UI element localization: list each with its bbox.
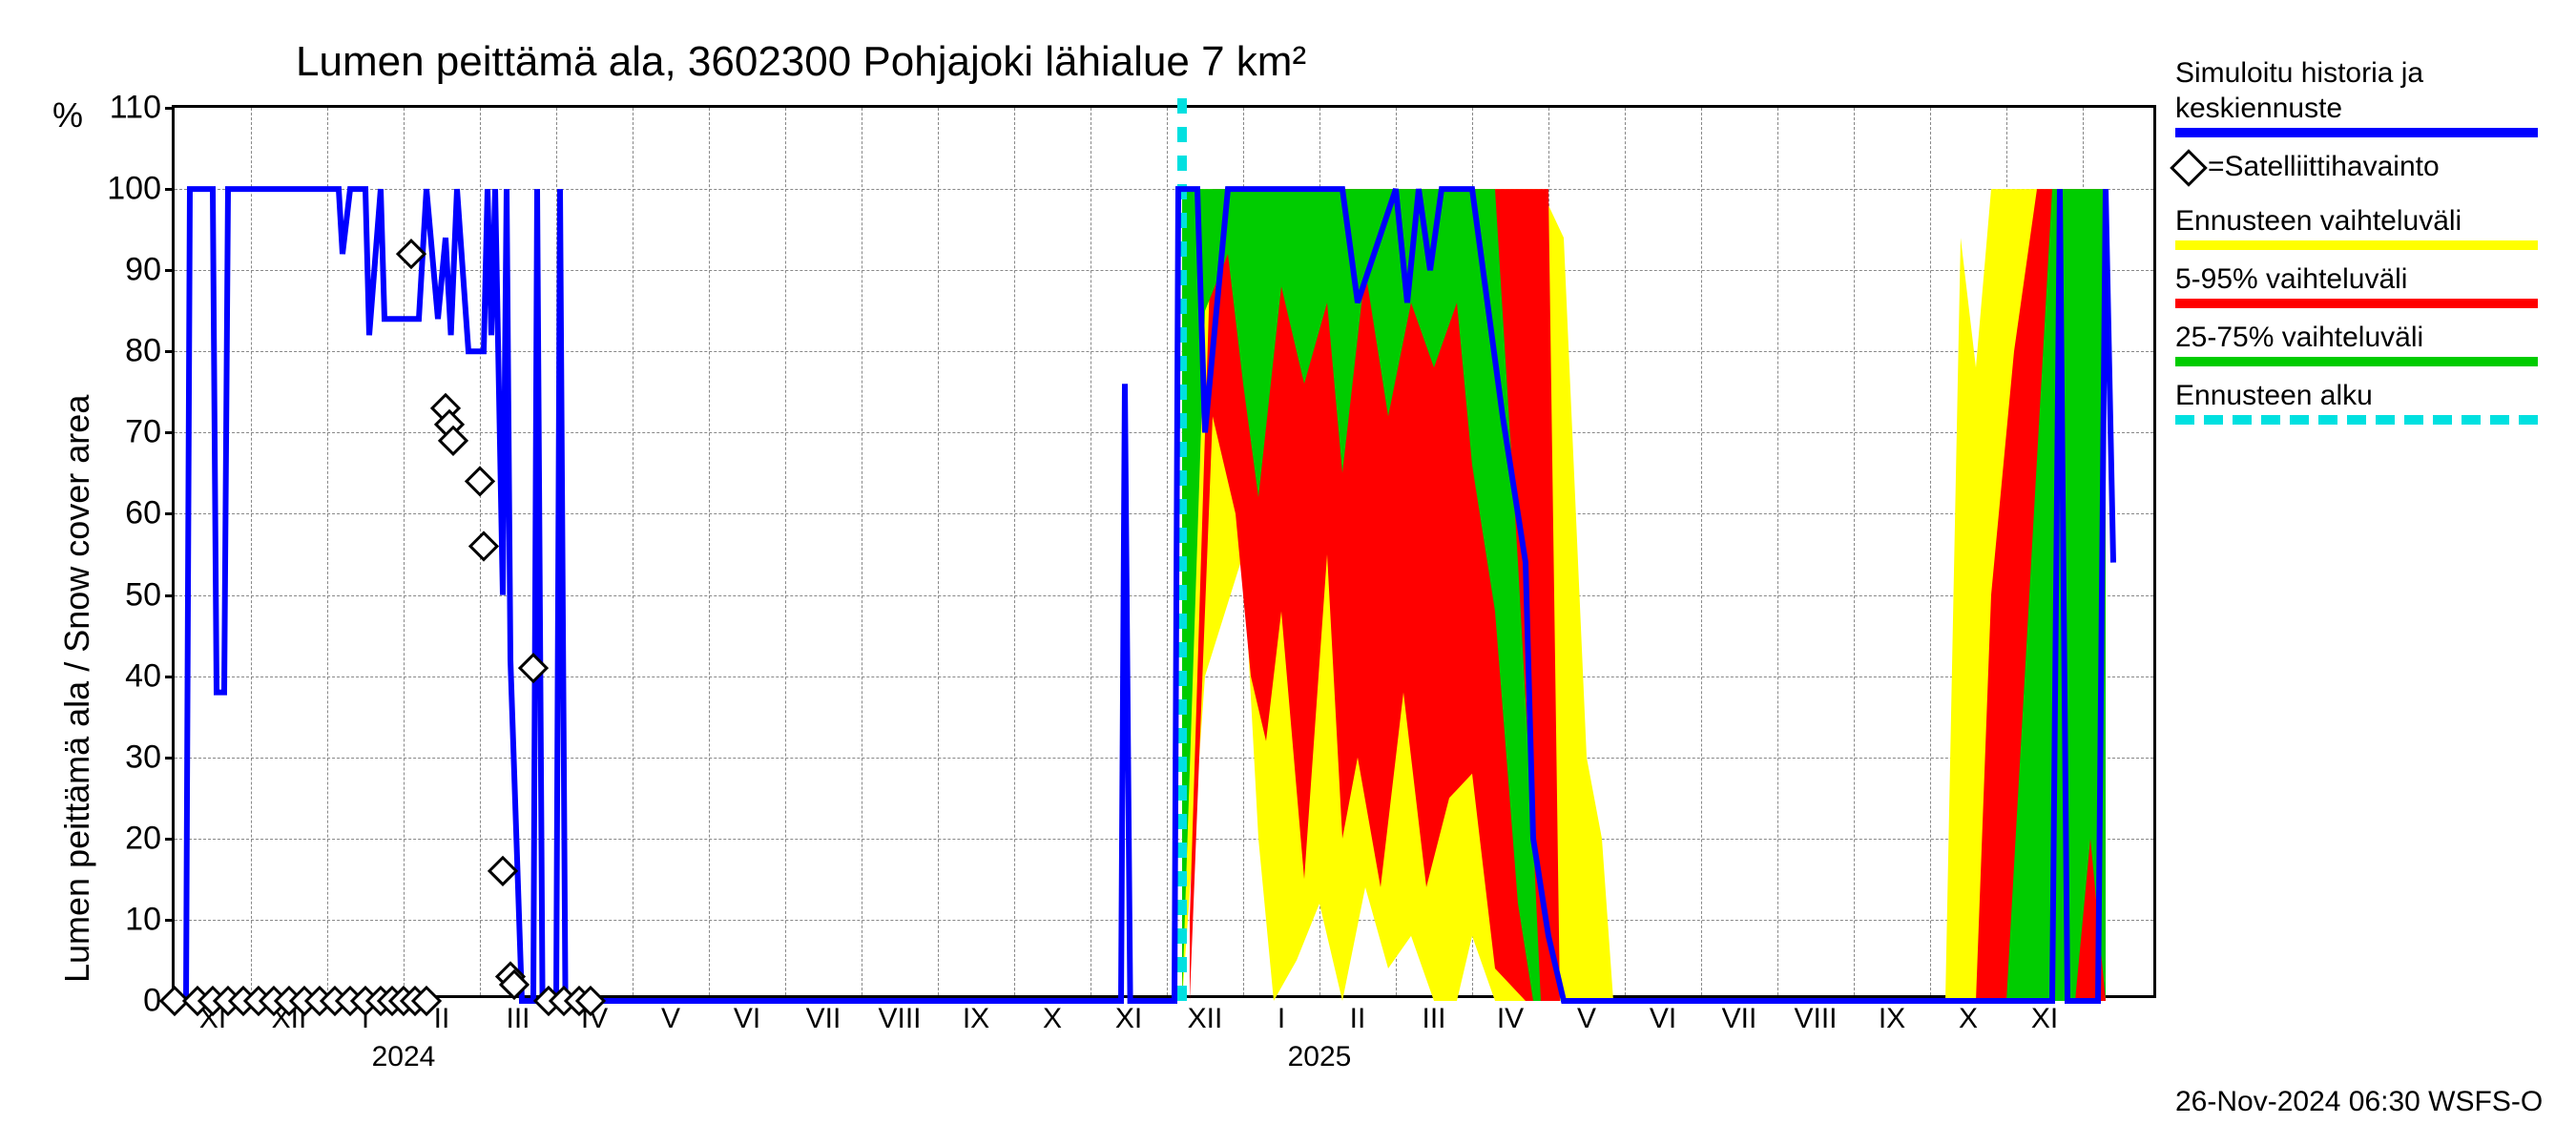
simulated-history-line [175,189,2113,1001]
y-tick-label: 50 [125,576,161,614]
x-tick-label: XI [1115,1003,1142,1035]
y-tick-mark [165,431,175,434]
y-tick-mark [165,188,175,191]
satellite-marker [467,468,493,494]
x-year-label: 2025 [1288,1041,1352,1073]
chart-title: Lumen peittämä ala, 3602300 Pohjajoki lä… [296,38,1306,86]
x-tick-label: II [1350,1003,1366,1035]
satellite-marker [489,858,516,885]
x-tick-label: V [661,1003,680,1035]
y-axis-title: Lumen peittämä ala / Snow cover area [57,395,97,983]
x-tick-label: VIII [1794,1003,1837,1035]
y-tick-label: 0 [143,983,161,1020]
y-tick-label: 60 [125,495,161,532]
x-tick-label: IX [963,1003,989,1035]
y-tick-label: 30 [125,739,161,776]
y-tick-label: 110 [110,90,161,127]
y-tick-mark [165,512,175,515]
y-tick-label: 70 [125,414,161,451]
x-tick-label: VI [734,1003,760,1035]
legend-label: 5-95% vaihteluväli [2175,263,2557,295]
legend-label: 25-75% vaihteluväli [2175,322,2557,353]
y-tick-label: 90 [125,252,161,289]
x-tick-label: XII [1188,1003,1223,1035]
y-tick-mark [165,919,175,922]
y-axis-unit: % [52,95,83,135]
legend-item: Ennusteen alku [2175,380,2557,425]
x-tick-label: VI [1650,1003,1676,1035]
x-tick-label: V [1577,1003,1596,1035]
x-tick-label: I [1278,1003,1285,1035]
chart-container: Lumen peittämä ala, 3602300 Pohjajoki lä… [0,0,2576,1145]
x-tick-label: XI [2031,1003,2058,1035]
x-tick-label: III [1422,1003,1445,1035]
legend-label: keskiennuste [2175,93,2557,124]
x-tick-label: III [506,1003,530,1035]
satellite-marker [470,532,497,559]
legend-label: Simuloitu historia ja [2175,57,2557,89]
legend-swatch [2175,128,2538,137]
y-tick-mark [165,107,175,110]
x-tick-label: II [434,1003,450,1035]
x-tick-label: VII [806,1003,841,1035]
y-tick-label: 40 [125,657,161,695]
y-tick-label: 80 [125,333,161,370]
x-year-label: 2024 [372,1041,436,1073]
legend-swatch [2175,299,2538,308]
legend-item: 5-95% vaihteluväli [2175,263,2557,308]
legend-label: Ennusteen alku [2175,380,2557,411]
legend-item: Ennusteen vaihteluväli [2175,205,2557,250]
y-tick-mark [165,757,175,760]
y-tick-label: 100 [107,171,161,208]
y-tick-mark [165,838,175,841]
x-tick-label: X [1043,1003,1062,1035]
legend-item: =Satelliittihavainto [2175,151,2557,199]
legend-swatch [2175,357,2538,366]
footer-timestamp: 26-Nov-2024 06:30 WSFS-O [2175,1086,2543,1118]
y-tick-label: 10 [125,901,161,938]
x-tick-label: IX [1879,1003,1905,1035]
chart-svg [175,108,2159,1001]
legend-item: 25-75% vaihteluväli [2175,322,2557,366]
legend-label: Ennusteen vaihteluväli [2175,205,2557,237]
plot-area: 0102030405060708090100110XIXIIIIIIIIIVVV… [172,105,2156,998]
y-tick-mark [165,269,175,272]
legend-swatch [2175,240,2538,250]
y-tick-mark [165,676,175,678]
legend-item: Simuloitu historia ja keskiennuste [2175,57,2557,137]
y-tick-mark [165,594,175,597]
y-tick-label: 20 [125,820,161,857]
x-tick-label: X [1959,1003,1978,1035]
legend-label: =Satelliittihavainto [2208,151,2440,182]
x-tick-label: VII [1722,1003,1757,1035]
diamond-icon [2170,149,2208,187]
x-tick-label: IV [1497,1003,1524,1035]
x-tick-label: VIII [878,1003,921,1035]
y-tick-mark [165,350,175,353]
legend: Simuloitu historia ja keskiennuste =Satell… [2175,57,2557,438]
legend-swatch-dash [2175,415,2538,425]
